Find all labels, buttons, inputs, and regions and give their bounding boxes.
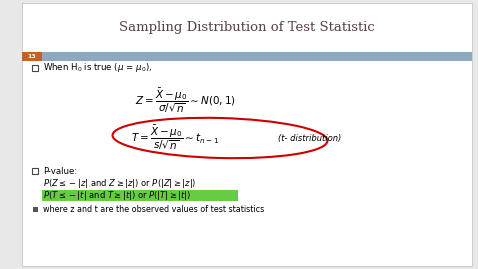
FancyBboxPatch shape [22, 3, 472, 266]
FancyBboxPatch shape [32, 168, 38, 174]
Text: When H$_0$ is true ($\mu$ = $\mu_0$),: When H$_0$ is true ($\mu$ = $\mu_0$), [43, 62, 152, 75]
Text: P-value:: P-value: [43, 167, 77, 176]
FancyBboxPatch shape [42, 190, 238, 201]
FancyBboxPatch shape [32, 65, 38, 71]
Text: $P(Z\leq -|z|$ and $Z\geq|z|)$ or $P(|Z|\geq|z|)$: $P(Z\leq -|z|$ and $Z\geq|z|)$ or $P(|Z|… [43, 176, 196, 189]
FancyBboxPatch shape [22, 52, 472, 61]
FancyBboxPatch shape [33, 207, 38, 212]
Text: where z and t are the observed values of test statistics: where z and t are the observed values of… [43, 206, 264, 214]
Text: Sampling Distribution of Test Statistic: Sampling Distribution of Test Statistic [119, 22, 375, 34]
Text: $P(T\leq -|t|$ and $T\geq|t|)$ or $P(|T|\geq|t|)$: $P(T\leq -|t|$ and $T\geq|t|)$ or $P(|T|… [43, 189, 191, 203]
Text: (t- distribution): (t- distribution) [278, 133, 341, 143]
FancyBboxPatch shape [22, 52, 42, 61]
Text: $Z = \dfrac{\bar{X} - \mu_0}{\sigma / \sqrt{n}} \sim N(0,1)$: $Z = \dfrac{\bar{X} - \mu_0}{\sigma / \s… [134, 87, 236, 115]
Text: 13: 13 [28, 54, 36, 59]
Text: $T = \dfrac{\bar{X} - \mu_0}{s / \sqrt{n}} \sim t_{n-1}$: $T = \dfrac{\bar{X} - \mu_0}{s / \sqrt{n… [131, 123, 219, 153]
